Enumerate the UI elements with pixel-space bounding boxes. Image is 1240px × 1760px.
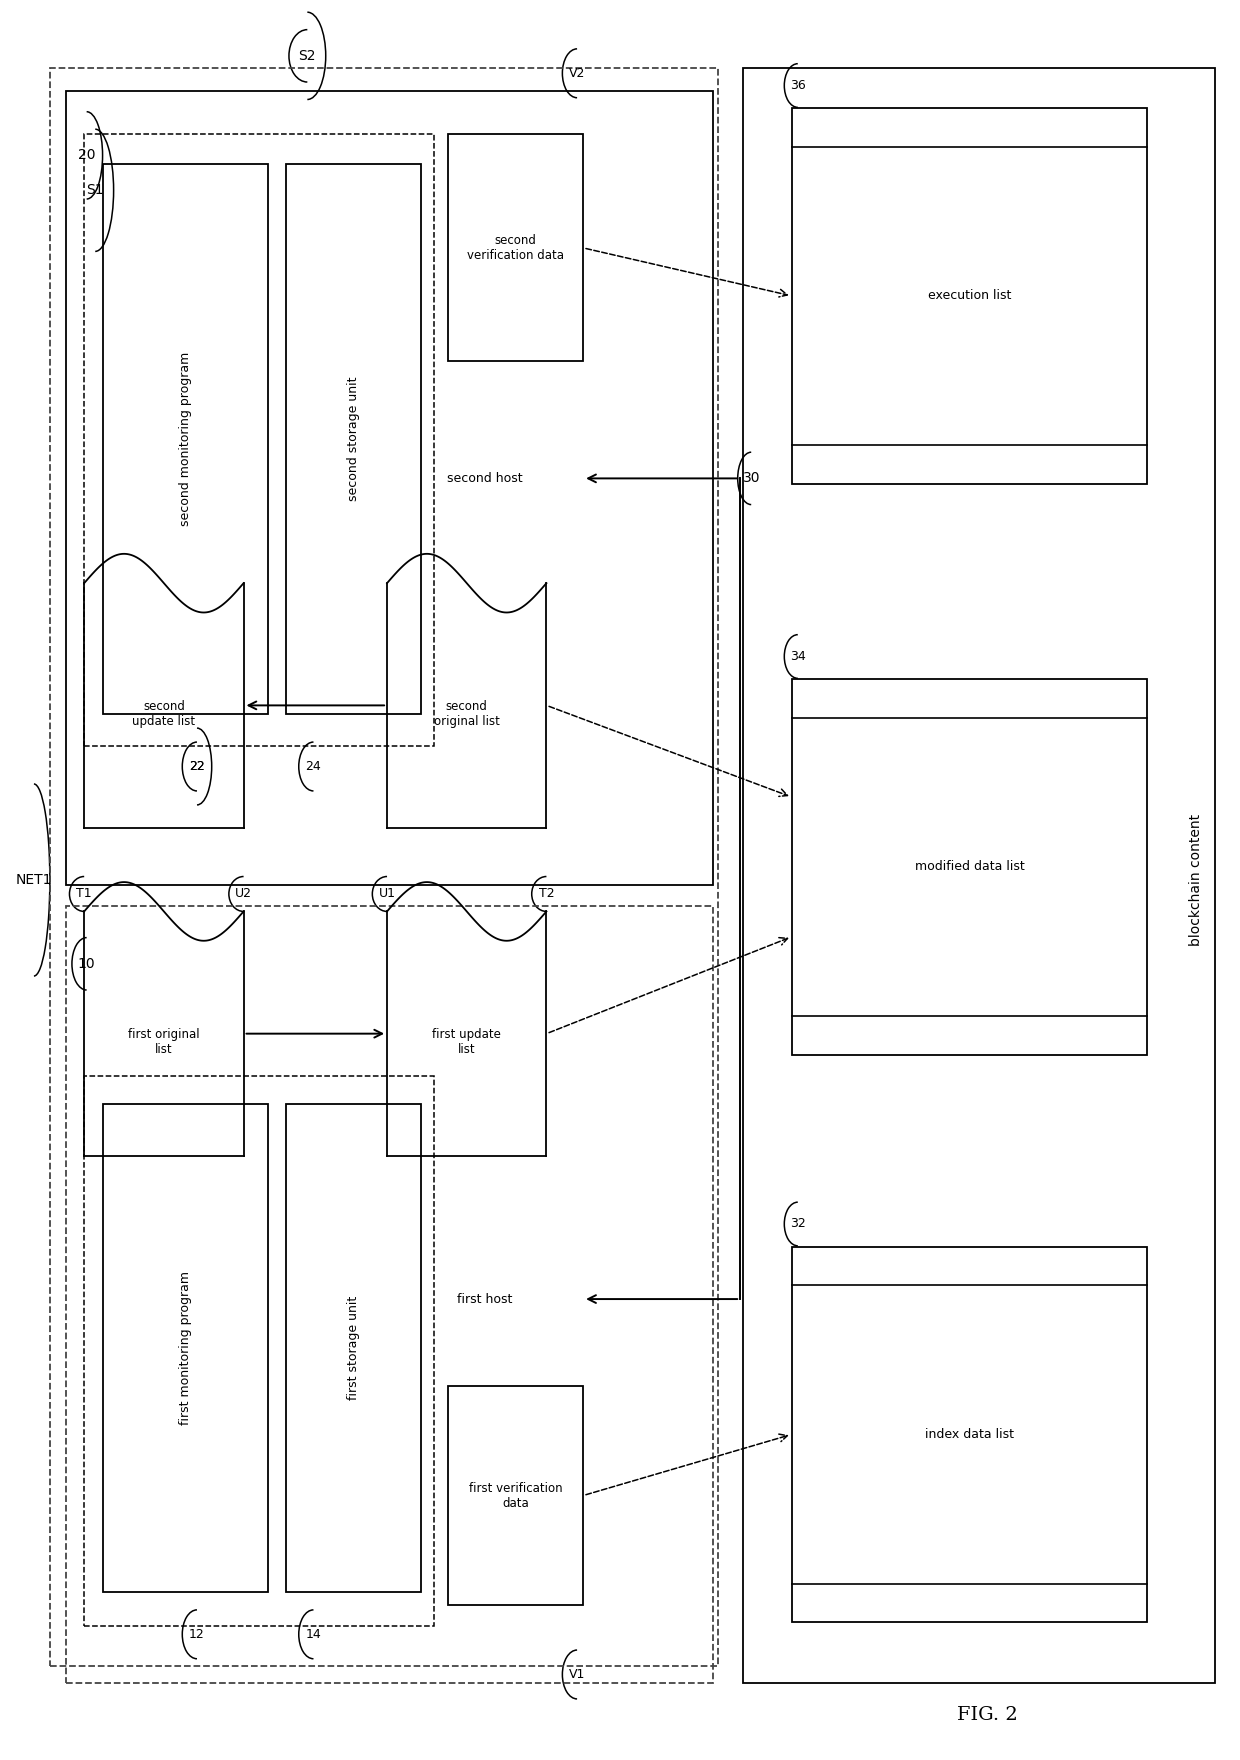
Text: S2: S2 — [299, 49, 316, 63]
Bar — [84, 1075, 434, 1626]
Text: second monitoring program: second monitoring program — [179, 352, 192, 526]
Text: U2: U2 — [236, 887, 252, 901]
Text: second host: second host — [448, 472, 523, 486]
Text: S1: S1 — [87, 183, 104, 197]
Bar — [84, 134, 434, 746]
Text: second
original list: second original list — [434, 700, 500, 729]
Text: 12: 12 — [190, 1628, 205, 1640]
Text: T2: T2 — [538, 887, 554, 901]
Bar — [66, 906, 713, 1683]
Text: first verification
data: first verification data — [469, 1482, 563, 1510]
Text: 14: 14 — [305, 1628, 321, 1640]
Text: first storage unit: first storage unit — [347, 1295, 361, 1401]
Bar — [66, 92, 713, 885]
Text: modified data list: modified data list — [915, 861, 1024, 873]
Text: blockchain content: blockchain content — [1189, 813, 1203, 947]
Text: index data list: index data list — [925, 1427, 1014, 1441]
Text: second
verification data: second verification data — [467, 234, 564, 262]
Bar — [50, 69, 718, 1665]
Text: 36: 36 — [790, 79, 806, 92]
Text: FIG. 2: FIG. 2 — [957, 1705, 1018, 1723]
Text: 22: 22 — [190, 760, 205, 773]
Text: second storage unit: second storage unit — [347, 377, 361, 502]
Bar — [449, 1387, 583, 1605]
Text: V2: V2 — [569, 67, 585, 79]
Text: execution list: execution list — [928, 289, 1011, 303]
Text: second
update list: second update list — [133, 700, 196, 729]
Text: T1: T1 — [77, 887, 92, 901]
Text: first host: first host — [458, 1292, 513, 1306]
Bar — [449, 134, 583, 361]
Bar — [791, 1246, 1147, 1623]
Bar — [286, 164, 422, 715]
Text: 24: 24 — [305, 760, 321, 773]
Text: 22: 22 — [190, 760, 205, 773]
Bar — [743, 69, 1215, 1683]
Text: 32: 32 — [790, 1218, 806, 1230]
Text: 10: 10 — [78, 957, 95, 972]
Text: 20: 20 — [78, 148, 95, 162]
Text: V1: V1 — [569, 1668, 585, 1681]
Text: first update
list: first update list — [433, 1028, 501, 1056]
Bar — [791, 107, 1147, 484]
Bar — [286, 1104, 422, 1593]
Text: NET1: NET1 — [16, 873, 52, 887]
Text: U1: U1 — [378, 887, 396, 901]
Text: first original
list: first original list — [128, 1028, 200, 1056]
Text: 34: 34 — [790, 649, 806, 664]
Bar — [791, 679, 1147, 1054]
Bar — [103, 164, 268, 715]
Text: 30: 30 — [743, 472, 760, 486]
Bar — [103, 1104, 268, 1593]
Text: first monitoring program: first monitoring program — [179, 1271, 192, 1426]
